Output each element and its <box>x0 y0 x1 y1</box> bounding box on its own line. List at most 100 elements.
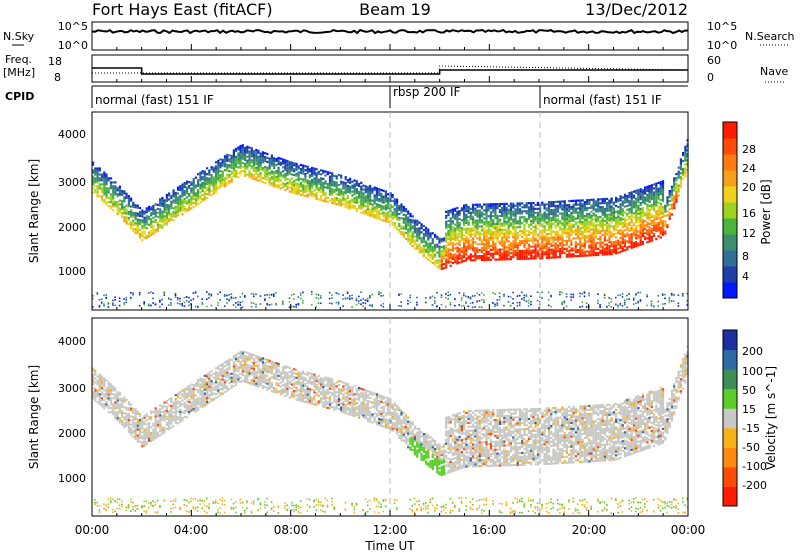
heatmap-cell <box>295 193 297 195</box>
heatmap-cell <box>389 198 391 200</box>
heatmap-cell <box>224 179 226 181</box>
heatmap-cell <box>528 300 530 302</box>
heatmap-cell <box>135 218 137 220</box>
heatmap-cell <box>519 202 521 204</box>
heatmap-cell <box>369 195 371 197</box>
heatmap-cell <box>490 253 492 255</box>
heatmap-cell <box>445 297 447 299</box>
heatmap-cell <box>570 299 572 301</box>
heatmap-cell <box>595 214 597 216</box>
heatmap-cell <box>298 193 300 195</box>
heatmap-cell <box>271 164 273 166</box>
heatmap-cell <box>123 216 125 218</box>
heatmap-cell <box>552 231 554 233</box>
heatmap-cell <box>597 200 599 202</box>
heatmap-cell <box>468 306 470 308</box>
heatmap-cell <box>208 178 210 180</box>
heatmap-cell <box>559 242 561 244</box>
heatmap-cell <box>202 194 204 196</box>
heatmap-cell <box>157 222 159 224</box>
heatmap-cell <box>121 406 123 408</box>
heatmap-cell <box>508 258 510 260</box>
heatmap-cell <box>193 202 195 204</box>
heatmap-cell <box>528 226 530 228</box>
heatmap-cell <box>385 212 387 214</box>
heatmap-cell <box>128 205 130 207</box>
heatmap-cell <box>579 241 581 243</box>
colorbar-segment <box>723 138 737 155</box>
heatmap-cell <box>628 204 630 206</box>
heatmap-cell <box>519 220 521 222</box>
heatmap-cell <box>577 231 579 233</box>
heatmap-cell <box>273 294 275 296</box>
heatmap-cell <box>613 235 615 237</box>
heatmap-cell <box>179 303 181 305</box>
heatmap-cell <box>362 194 364 196</box>
heatmap-cell <box>566 244 568 246</box>
heatmap-cell <box>117 211 119 213</box>
heatmap-cell <box>503 211 505 213</box>
heatmap-cell <box>338 200 340 202</box>
heatmap-cell <box>546 213 548 215</box>
heatmap-cell <box>588 199 590 201</box>
heatmap-cell <box>97 393 99 395</box>
heatmap-cell <box>409 229 411 231</box>
heatmap-cell <box>544 221 546 223</box>
heatmap-cell <box>608 204 610 206</box>
heatmap-cell <box>454 216 456 218</box>
heatmap-cell <box>452 236 454 238</box>
heatmap-cell <box>159 216 161 218</box>
heatmap-cell <box>646 206 648 208</box>
heatmap-cell <box>530 214 532 216</box>
heatmap-cell <box>535 251 537 253</box>
heatmap-cell <box>405 226 407 228</box>
heatmap-cell <box>289 183 291 185</box>
heatmap-cell <box>197 189 199 191</box>
heatmap-cell <box>336 187 338 189</box>
heatmap-cell <box>101 393 103 395</box>
heatmap-cell <box>561 212 563 214</box>
heatmap-cell <box>349 190 351 192</box>
heatmap-cell <box>528 258 530 260</box>
heatmap-cell <box>528 202 530 204</box>
heatmap-cell <box>110 397 112 399</box>
heatmap-cell <box>488 237 490 239</box>
heatmap-cell <box>447 248 449 250</box>
heatmap-cell <box>653 235 655 237</box>
heatmap-cell <box>631 203 633 205</box>
heatmap-cell <box>117 405 119 407</box>
heatmap-cell <box>506 250 508 252</box>
heatmap-cell <box>599 236 601 238</box>
heatmap-cell <box>159 224 161 226</box>
heatmap-cell <box>360 206 362 208</box>
heatmap-cell <box>510 258 512 260</box>
heatmap-cell <box>642 195 644 197</box>
heatmap-cell <box>309 180 311 182</box>
heatmap-cell <box>302 300 304 302</box>
heatmap-cell <box>637 199 639 201</box>
heatmap-cell <box>418 249 420 251</box>
heatmap-cell <box>105 294 107 296</box>
heatmap-cell <box>622 214 624 216</box>
heatmap-cell <box>548 227 550 229</box>
heatmap-cell <box>593 248 595 250</box>
heatmap-cell <box>434 256 436 258</box>
heatmap-cell <box>186 181 188 183</box>
heatmap-cell <box>380 305 382 307</box>
heatmap-cell <box>557 215 559 217</box>
heatmap-cell <box>329 199 331 201</box>
heatmap-cell <box>510 213 512 215</box>
heatmap-cell <box>483 301 485 303</box>
heatmap-cell <box>173 193 175 195</box>
heatmap-cell <box>447 224 449 226</box>
heatmap-cell <box>548 257 550 259</box>
heatmap-cell <box>613 241 615 243</box>
heatmap-cell <box>311 181 313 183</box>
heatmap-cell <box>103 189 105 191</box>
heatmap-cell <box>532 210 534 212</box>
heatmap-cell <box>512 234 514 236</box>
heatmap-cell <box>405 210 407 212</box>
heatmap-cell <box>452 246 454 248</box>
heatmap-cell <box>633 234 635 236</box>
heatmap-cell <box>570 226 572 228</box>
